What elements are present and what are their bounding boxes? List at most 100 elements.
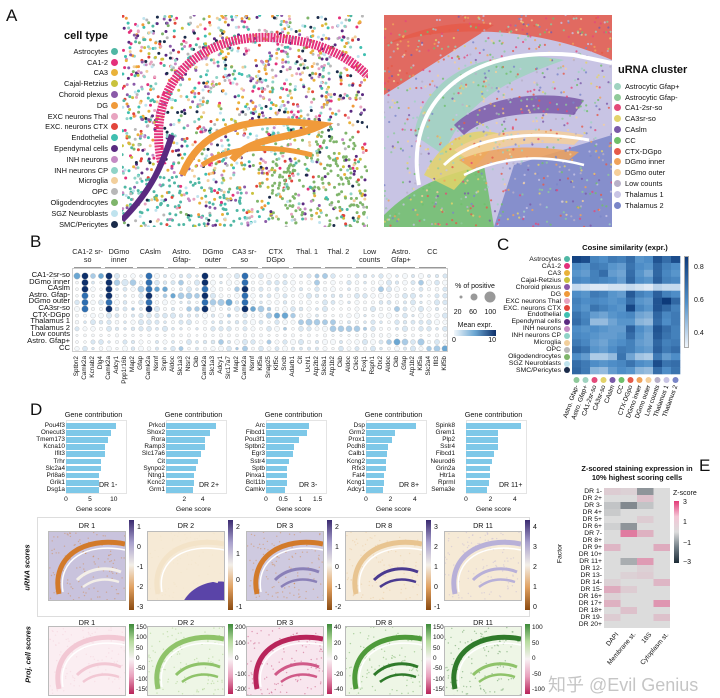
tissue-speckle [172, 562, 175, 564]
legend-label: EXC neurons Thal [47, 111, 108, 121]
dotplot-dot [251, 333, 255, 338]
legend-swatch-icon [111, 123, 118, 131]
cell-dot [345, 208, 349, 211]
tissue-speckle [75, 656, 78, 658]
cosine-cell [617, 283, 627, 292]
cell-dot [605, 163, 608, 166]
bar-gene-label: Dsg1a [46, 485, 65, 493]
cell-dot [463, 19, 466, 22]
bar-gene-label: Kcnc2 [147, 478, 165, 486]
cell-dot [135, 93, 139, 97]
dotplot-dot [370, 326, 376, 332]
color-tick: 10 [488, 337, 496, 344]
bar-gene-label: Grin2a [435, 464, 455, 472]
dotplot-dot [394, 306, 400, 312]
cell-dot [401, 94, 404, 98]
dotplot-dot [179, 287, 183, 292]
tissue-speckle [184, 534, 186, 536]
cell-dot [217, 26, 221, 30]
dotplot-dot [442, 339, 447, 345]
gene-bar [366, 472, 385, 479]
tissue-speckle [264, 678, 266, 680]
cell-dot [210, 189, 214, 193]
bar-gene-label: Rora [151, 436, 165, 444]
dotplot-dot [130, 319, 136, 325]
proj-colorbar-tick: -150 [136, 686, 149, 693]
gene-bar [466, 479, 490, 486]
tissue-speckle [319, 648, 322, 650]
cell-dot [436, 135, 439, 138]
cosine-cell [644, 283, 654, 292]
cell-dot [388, 70, 391, 73]
cell-dot [394, 213, 397, 216]
dotplot-dot [234, 286, 240, 292]
cell-dot [140, 171, 144, 175]
tissue-speckle [53, 536, 55, 538]
cell-dot [598, 179, 601, 182]
cell-dot [560, 171, 563, 174]
cell-dot [500, 34, 503, 37]
cell-dot [322, 102, 326, 106]
cell-dot [269, 212, 273, 216]
cell-dot [406, 89, 409, 92]
cell-dot [276, 186, 280, 190]
cell-dot [502, 140, 505, 143]
cosine-row-text: Astrocytes [529, 255, 561, 263]
cell-dot [476, 127, 479, 130]
dotplot-dot [106, 312, 112, 319]
cell-dot [127, 142, 131, 146]
cosine-cell [590, 276, 600, 285]
bar-gene-label: Rprml [437, 478, 455, 486]
dotplot-dot [74, 326, 80, 332]
cell-dot [581, 31, 584, 34]
cell-dot [324, 196, 328, 200]
group-divider [74, 267, 102, 268]
cell-dot [287, 128, 291, 132]
dotplot-dot [81, 279, 89, 287]
dotplot-group-header: Low counts [359, 247, 381, 264]
dotplot-dot [218, 312, 224, 319]
cosine-cell [590, 311, 600, 319]
cell-dot [579, 205, 583, 208]
cell-dot [347, 164, 351, 168]
bar-chart-title: Gene contribution [164, 410, 223, 419]
cell-dot [384, 194, 386, 197]
tissue-speckle [391, 654, 393, 657]
cell-dot [523, 210, 526, 213]
cell-dot [194, 164, 198, 168]
legend-swatch-icon [614, 180, 621, 188]
tissue-speckle [452, 596, 454, 598]
cell-dot [486, 54, 489, 57]
cell-dot [217, 187, 221, 191]
cell-dot [329, 115, 333, 119]
cell-dot [132, 112, 136, 116]
cell-dot [194, 43, 198, 47]
cell-dot [426, 148, 430, 151]
dotplot-dot [419, 334, 423, 337]
dotplot-gene-label: Sptbn2 [73, 356, 80, 377]
dotplot-dot [363, 300, 367, 305]
cell-dot [470, 213, 473, 216]
cell-dot [143, 46, 147, 50]
bar-axis-tick: 4 [200, 496, 205, 503]
tissue-speckle [196, 537, 198, 540]
tissue-speckle [121, 631, 124, 633]
cell-dot [158, 175, 162, 179]
cell-dot [275, 30, 279, 34]
tissue-speckle [320, 681, 322, 683]
cell-dot [505, 35, 508, 38]
cell-dot [175, 175, 178, 179]
cell-dot [230, 65, 233, 69]
dotplot-dot [354, 346, 360, 351]
dotplot-dot [171, 320, 175, 325]
cell-dot [448, 29, 451, 32]
cosine-cell [617, 339, 627, 347]
tissue-speckle [321, 561, 323, 563]
tissue-speckle [403, 572, 405, 575]
cell-dot [146, 83, 150, 87]
tissue-speckle [64, 532, 66, 535]
tissue-speckle [276, 555, 279, 558]
cell-dot [124, 176, 128, 180]
cell-dot [303, 59, 307, 63]
cell-dot [391, 217, 394, 220]
